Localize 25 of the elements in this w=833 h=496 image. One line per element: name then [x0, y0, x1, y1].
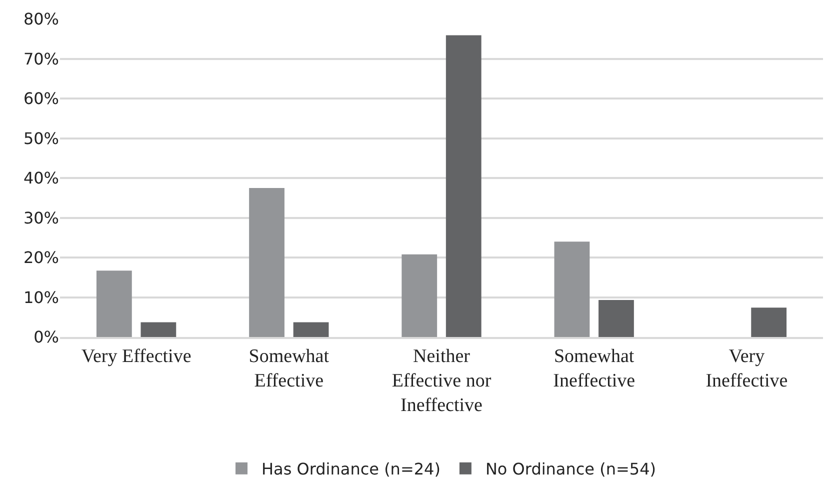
bar — [554, 242, 590, 337]
bar — [96, 270, 132, 337]
y-tick-label: 70% — [23, 49, 59, 68]
y-tick-label: 30% — [23, 208, 59, 228]
x-tick-label: Very Ineffective — [706, 346, 788, 392]
x-tick-label: Neither Effective nor Ineffective — [392, 346, 492, 416]
bar — [598, 300, 634, 337]
x-tick-label: Very Effective — [81, 346, 192, 367]
y-tick-label: 10% — [23, 288, 59, 307]
bar — [402, 254, 438, 337]
legend-label: Has Ordinance (n=24) — [262, 460, 440, 479]
y-tick-label: 40% — [23, 168, 59, 188]
bar — [751, 308, 787, 337]
y-tick-label: 80% — [23, 10, 59, 29]
y-tick-label: 20% — [23, 248, 59, 268]
bar — [293, 322, 329, 337]
y-tick-label: 0% — [34, 328, 59, 347]
legend-label: No Ordinance (n=54) — [485, 460, 656, 479]
bar — [446, 35, 482, 337]
x-tick-label: Somewhat Ineffective — [553, 346, 636, 392]
bar — [249, 188, 284, 337]
y-tick-label: 60% — [23, 89, 59, 108]
y-tick-label: 50% — [23, 128, 59, 148]
x-tick-label: Somewhat Effective — [248, 346, 330, 392]
bar — [140, 322, 176, 337]
